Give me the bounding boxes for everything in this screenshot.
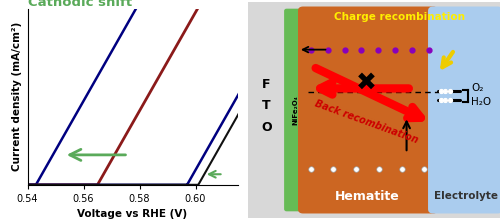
Text: Back recombination: Back recombination xyxy=(313,98,420,145)
Text: T: T xyxy=(262,99,271,112)
Y-axis label: Current density (mA/cm²): Current density (mA/cm²) xyxy=(12,22,22,171)
X-axis label: Voltage vs RHE (V): Voltage vs RHE (V) xyxy=(78,209,188,219)
FancyBboxPatch shape xyxy=(428,7,500,213)
FancyBboxPatch shape xyxy=(240,0,500,220)
Text: Hematite: Hematite xyxy=(335,190,400,203)
Text: Electrolyte: Electrolyte xyxy=(434,191,498,201)
FancyBboxPatch shape xyxy=(298,7,438,213)
FancyBboxPatch shape xyxy=(284,9,306,211)
Text: Cathodic shift: Cathodic shift xyxy=(28,0,132,9)
Text: NiFe₂O₄: NiFe₂O₄ xyxy=(292,95,298,125)
Text: O: O xyxy=(261,121,272,134)
Text: ✖: ✖ xyxy=(356,71,376,95)
Text: F: F xyxy=(262,78,270,91)
Text: O₂: O₂ xyxy=(471,83,484,94)
Text: Charge recombination: Charge recombination xyxy=(334,12,464,22)
Text: H₂O: H₂O xyxy=(471,97,491,107)
